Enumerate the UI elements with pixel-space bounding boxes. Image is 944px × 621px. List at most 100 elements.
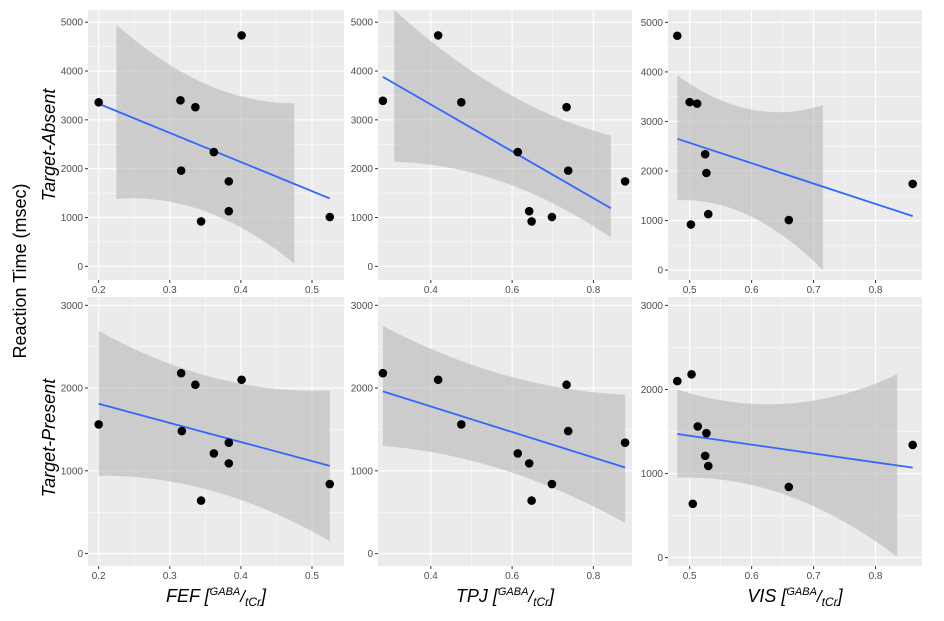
confidence-band bbox=[382, 326, 626, 523]
x-tick-label: 0.7 bbox=[807, 571, 821, 582]
x-axis-denominator: tCr bbox=[533, 595, 550, 609]
data-point bbox=[176, 96, 185, 105]
y-tick-label: 3000 bbox=[351, 115, 374, 126]
panel-target-absent-vis: 0.5 0.6 0.7 0.8 0 1000 2000 3000 4000 5000 bbox=[641, 10, 922, 296]
data-point bbox=[378, 96, 388, 106]
y-tick-label: 1000 bbox=[641, 469, 664, 480]
data-point bbox=[237, 31, 246, 40]
x-axis-slash: / bbox=[527, 587, 535, 606]
y-tick-label: 2000 bbox=[61, 164, 84, 175]
data-point bbox=[702, 168, 711, 178]
data-point bbox=[224, 177, 234, 186]
data-point bbox=[547, 479, 557, 489]
data-point bbox=[700, 451, 710, 461]
data-point bbox=[527, 217, 536, 226]
data-point bbox=[700, 149, 710, 159]
data-point bbox=[703, 461, 713, 471]
data-point bbox=[191, 102, 200, 112]
y-tick-label: 1000 bbox=[61, 466, 84, 477]
x-tick-label: 0.7 bbox=[807, 285, 821, 296]
data-point bbox=[672, 376, 682, 386]
x-tick-label: 0.6 bbox=[505, 285, 519, 296]
data-point bbox=[513, 449, 523, 458]
data-point bbox=[908, 179, 918, 189]
x-axis-title-fef: FEF [GABA/tCr] bbox=[166, 586, 267, 609]
x-tick-label: 0.2 bbox=[92, 285, 106, 296]
y-tick-label: 4000 bbox=[61, 67, 84, 78]
data-point bbox=[524, 206, 534, 216]
data-point bbox=[224, 438, 234, 447]
x-axis-titles: FEF [GABA/tCr] TPJ [GABA/tCr] VIS [GABA/tC… bbox=[166, 586, 844, 609]
regression-line bbox=[98, 402, 331, 467]
data-point bbox=[176, 368, 186, 378]
y-tick-label: 1000 bbox=[351, 466, 374, 477]
y-tick-label: 2000 bbox=[61, 384, 84, 395]
y-tick-label: 5000 bbox=[351, 18, 374, 29]
data-point bbox=[94, 420, 103, 429]
data-point bbox=[325, 212, 335, 222]
data-point bbox=[177, 426, 187, 436]
y-tick-label: 3000 bbox=[641, 117, 664, 128]
data-point bbox=[693, 422, 703, 431]
data-point bbox=[688, 499, 698, 509]
x-tick-label: 0.8 bbox=[869, 285, 883, 296]
panel-target-present-tpj: 0.4 0.6 0.8 0 1000 2000 3000 bbox=[351, 297, 632, 582]
x-axis-denominator: tCr bbox=[822, 595, 839, 609]
x-tick-label: 0.8 bbox=[869, 571, 883, 582]
data-point bbox=[224, 459, 234, 468]
x-tick-label: 0.5 bbox=[305, 571, 319, 582]
panel-target-absent-fef: 0.2 0.3 0.4 0.5 0 1000 2000 3000 4000 5000 bbox=[61, 10, 344, 296]
data-point bbox=[562, 380, 571, 390]
confidence-band bbox=[677, 374, 898, 557]
x-tick-label: 0.4 bbox=[424, 571, 438, 582]
x-axis-bracket: ] bbox=[547, 586, 555, 606]
data-point bbox=[563, 166, 573, 175]
y-tick-label: 0 bbox=[367, 549, 373, 560]
x-axis-slash: / bbox=[239, 587, 247, 606]
row-label-target-present: Target-Present bbox=[39, 378, 59, 497]
data-point bbox=[685, 97, 694, 107]
x-axis-bracket: ] bbox=[836, 586, 844, 606]
y-tick-label: 0 bbox=[657, 266, 663, 277]
data-point bbox=[196, 496, 206, 505]
data-point bbox=[784, 482, 794, 492]
data-point bbox=[378, 368, 388, 378]
panel-target-present-fef: 0.2 0.3 0.4 0.5 0 1000 2000 3000 bbox=[61, 297, 344, 582]
row-label-target-absent: Target-Absent bbox=[39, 88, 59, 201]
panels-group: 0.2 0.3 0.4 0.5 0 1000 2000 3000 4000 5000 0.4 0.6 0… bbox=[61, 10, 922, 582]
data-point bbox=[562, 102, 571, 112]
data-point bbox=[784, 215, 794, 225]
regression-line bbox=[677, 137, 913, 217]
data-point bbox=[457, 97, 466, 107]
data-point bbox=[433, 375, 443, 385]
y-tick-label: 3000 bbox=[61, 115, 84, 126]
data-point bbox=[196, 217, 206, 226]
data-point bbox=[702, 428, 711, 438]
x-tick-label: 0.6 bbox=[745, 285, 759, 296]
x-tick-label: 0.3 bbox=[163, 285, 177, 296]
x-axis-numerator: GABA bbox=[498, 586, 529, 598]
y-tick-label: 0 bbox=[77, 262, 83, 273]
y-tick-label: 3000 bbox=[61, 301, 84, 312]
x-tick-label: 0.8 bbox=[586, 285, 600, 296]
confidence-band bbox=[116, 24, 295, 264]
y-tick-label: 4000 bbox=[641, 67, 664, 78]
regression-line bbox=[677, 433, 913, 469]
x-tick-label: 0.2 bbox=[92, 571, 106, 582]
x-tick-label: 0.3 bbox=[163, 571, 177, 582]
x-axis-title-tpj: TPJ [GABA/tCr] bbox=[456, 586, 555, 609]
data-point bbox=[686, 220, 696, 229]
data-point bbox=[687, 370, 696, 379]
y-tick-label: 3000 bbox=[641, 301, 664, 312]
y-tick-label: 2000 bbox=[641, 385, 664, 396]
x-tick-label: 0.4 bbox=[234, 571, 248, 582]
x-tick-label: 0.5 bbox=[683, 285, 697, 296]
regression-line bbox=[382, 390, 626, 469]
x-axis-denominator: tCr bbox=[245, 595, 262, 609]
data-point bbox=[563, 426, 573, 436]
data-point bbox=[527, 496, 536, 505]
x-tick-label: 0.4 bbox=[424, 285, 438, 296]
data-point bbox=[672, 31, 682, 41]
data-point bbox=[908, 440, 918, 450]
y-tick-label: 3000 bbox=[351, 301, 374, 312]
